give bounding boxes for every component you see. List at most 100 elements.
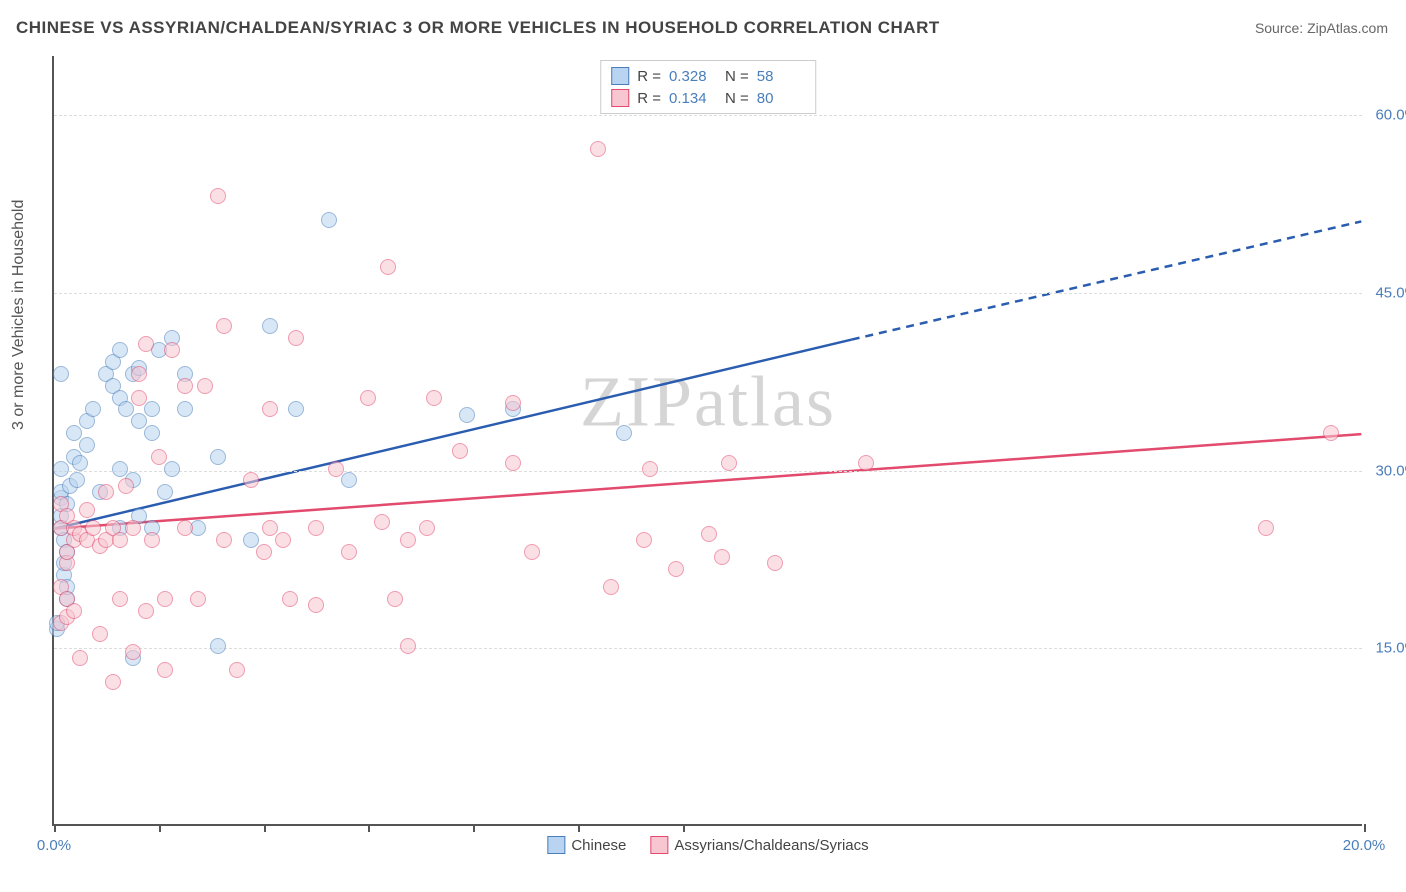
scatter-point — [374, 514, 390, 530]
n-label: N = — [725, 68, 749, 85]
scatter-point — [288, 401, 304, 417]
scatter-point — [144, 532, 160, 548]
scatter-point — [282, 591, 298, 607]
scatter-point — [216, 532, 232, 548]
scatter-point — [256, 544, 272, 560]
scatter-point — [603, 579, 619, 595]
scatter-point — [157, 484, 173, 500]
scatter-point — [505, 395, 521, 411]
x-tick-label: 20.0% — [1343, 837, 1386, 854]
trend-lines — [54, 56, 1362, 824]
scatter-point — [243, 472, 259, 488]
scatter-point — [262, 318, 278, 334]
scatter-point — [721, 455, 737, 471]
scatter-point — [190, 591, 206, 607]
scatter-point — [112, 342, 128, 358]
scatter-point — [164, 342, 180, 358]
scatter-point — [79, 437, 95, 453]
scatter-point — [66, 603, 82, 619]
scatter-point — [419, 520, 435, 536]
x-tick — [368, 824, 370, 832]
legend-swatch — [611, 89, 629, 107]
legend-stats-row: R = 0.134 N = 80 — [611, 87, 805, 109]
scatter-point — [112, 461, 128, 477]
x-tick — [159, 824, 161, 832]
scatter-point — [69, 472, 85, 488]
legend-label: Assyrians/Chaldeans/Syriacs — [674, 837, 868, 854]
scatter-point — [288, 330, 304, 346]
scatter-point — [118, 478, 134, 494]
gridline — [54, 471, 1362, 472]
scatter-point — [858, 455, 874, 471]
y-tick-label: 15.0% — [1368, 640, 1406, 657]
scatter-point — [131, 413, 147, 429]
chart-container: CHINESE VS ASSYRIAN/CHALDEAN/SYRIAC 3 OR… — [0, 0, 1406, 892]
scatter-point — [767, 555, 783, 571]
gridline — [54, 293, 1362, 294]
scatter-point — [177, 401, 193, 417]
legend-swatch — [547, 836, 565, 854]
scatter-point — [714, 549, 730, 565]
scatter-point — [360, 390, 376, 406]
scatter-point — [138, 336, 154, 352]
scatter-point — [98, 484, 114, 500]
r-value: 0.328 — [669, 68, 717, 85]
legend-swatch — [611, 67, 629, 85]
scatter-point — [164, 461, 180, 477]
scatter-point — [590, 141, 606, 157]
scatter-point — [1323, 425, 1339, 441]
legend-stats-row: R = 0.328 N = 58 — [611, 65, 805, 87]
scatter-point — [72, 455, 88, 471]
scatter-point — [157, 591, 173, 607]
scatter-point — [400, 638, 416, 654]
scatter-point — [85, 401, 101, 417]
x-tick-label: 0.0% — [37, 837, 71, 854]
scatter-point — [112, 532, 128, 548]
scatter-point — [125, 520, 141, 536]
scatter-point — [229, 662, 245, 678]
r-label: R = — [637, 68, 661, 85]
gridline — [54, 115, 1362, 116]
scatter-point — [53, 366, 69, 382]
legend-item: Assyrians/Chaldeans/Syriacs — [650, 836, 868, 854]
scatter-point — [138, 603, 154, 619]
scatter-point — [341, 472, 357, 488]
scatter-point — [79, 502, 95, 518]
chart-title: CHINESE VS ASSYRIAN/CHALDEAN/SYRIAC 3 OR… — [16, 18, 940, 38]
legend-item: Chinese — [547, 836, 626, 854]
n-label: N = — [725, 90, 749, 107]
scatter-point — [118, 401, 134, 417]
r-value: 0.134 — [669, 90, 717, 107]
scatter-point — [197, 378, 213, 394]
scatter-point — [105, 674, 121, 690]
plot-area: ZIPatlas R = 0.328 N = 58 R = 0.134 N = … — [52, 56, 1362, 826]
watermark-thin: atlas — [694, 361, 836, 441]
y-tick-label: 60.0% — [1368, 107, 1406, 124]
x-tick — [578, 824, 580, 832]
y-tick-label: 30.0% — [1368, 462, 1406, 479]
scatter-point — [53, 461, 69, 477]
source-label: Source: ZipAtlas.com — [1255, 20, 1388, 36]
scatter-point — [157, 662, 173, 678]
scatter-point — [85, 520, 101, 536]
scatter-point — [400, 532, 416, 548]
scatter-point — [144, 401, 160, 417]
scatter-point — [321, 212, 337, 228]
scatter-point — [668, 561, 684, 577]
scatter-point — [616, 425, 632, 441]
scatter-point — [701, 526, 717, 542]
scatter-point — [459, 407, 475, 423]
scatter-point — [328, 461, 344, 477]
scatter-point — [243, 532, 259, 548]
scatter-point — [505, 455, 521, 471]
scatter-point — [216, 318, 232, 334]
legend-x-axis: Chinese Assyrians/Chaldeans/Syriacs — [547, 836, 868, 854]
scatter-point — [262, 401, 278, 417]
scatter-point — [636, 532, 652, 548]
scatter-point — [177, 378, 193, 394]
scatter-point — [144, 425, 160, 441]
scatter-point — [151, 449, 167, 465]
n-value: 80 — [757, 90, 805, 107]
scatter-point — [308, 597, 324, 613]
x-tick — [1364, 824, 1366, 832]
